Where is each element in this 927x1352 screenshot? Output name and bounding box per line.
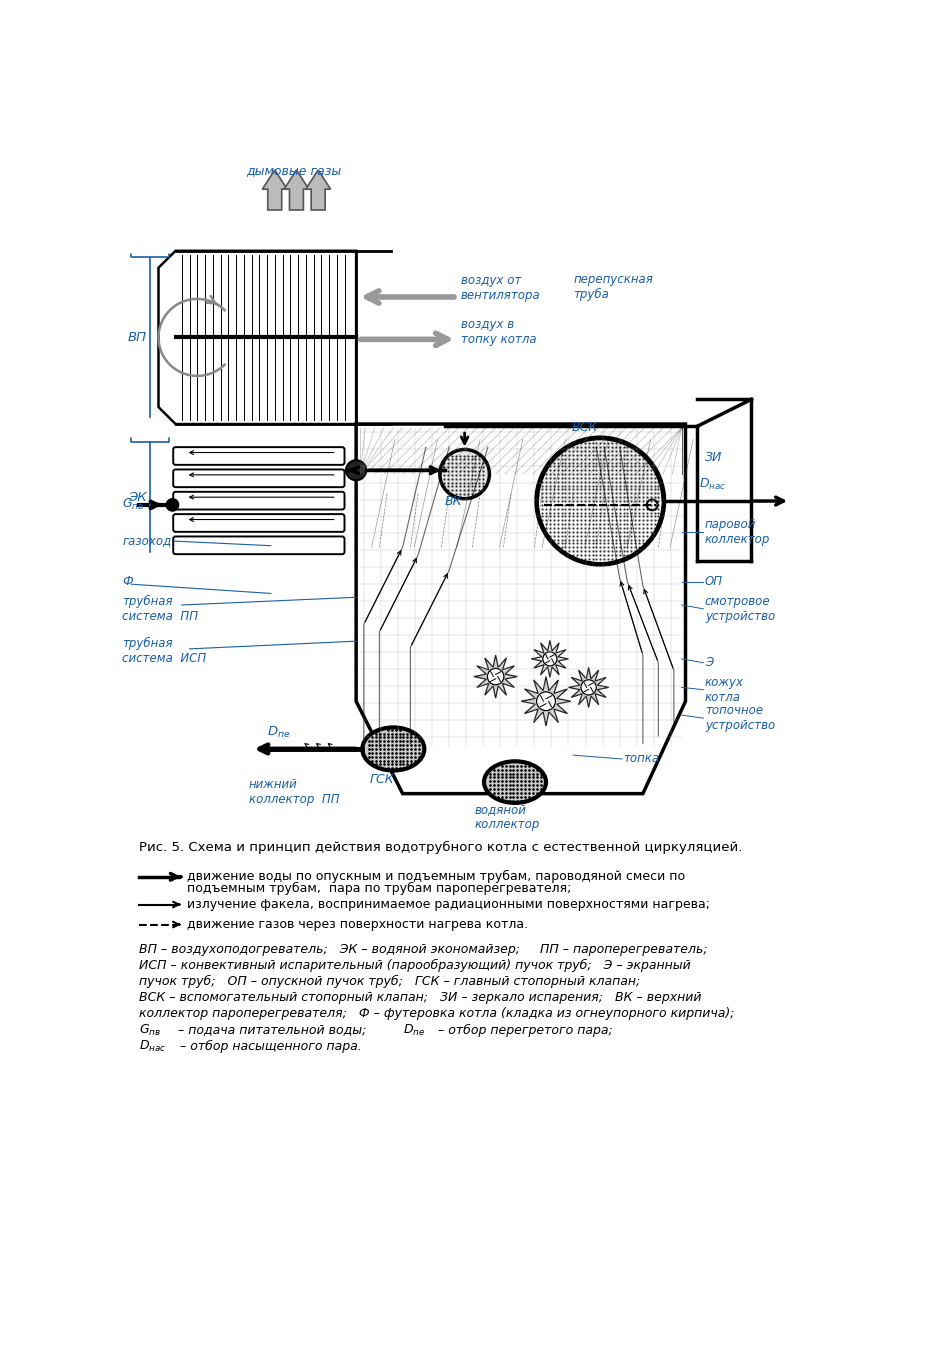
- Text: ИСП – конвективный испарительный (парообразующий) пучок труб;   Э – экранный: ИСП – конвективный испарительный (парооб…: [139, 959, 691, 972]
- Wedge shape: [539, 502, 662, 562]
- Polygon shape: [284, 170, 309, 210]
- Text: водяной
коллектор: водяной коллектор: [475, 803, 540, 830]
- Circle shape: [488, 668, 504, 685]
- Text: ВСК – вспомогательный стопорный клапан;   ЗИ – зеркало испарения;   ВК – верхний: ВСК – вспомогательный стопорный клапан; …: [139, 991, 702, 1005]
- Text: ГСК: ГСК: [369, 773, 394, 787]
- Text: – отбор перегретого пара;: – отбор перегретого пара;: [434, 1023, 613, 1037]
- Text: ОП: ОП: [705, 576, 723, 588]
- FancyBboxPatch shape: [173, 469, 345, 487]
- Circle shape: [439, 449, 489, 499]
- Circle shape: [537, 438, 664, 564]
- Circle shape: [647, 499, 657, 510]
- Ellipse shape: [484, 761, 546, 803]
- Text: движение воды по опускным и подъемным трубам, пароводяной смеси по: движение воды по опускным и подъемным тр…: [187, 871, 685, 883]
- Polygon shape: [531, 641, 568, 677]
- Text: топка: топка: [624, 753, 660, 765]
- Text: $D_{нас}$: $D_{нас}$: [699, 476, 727, 492]
- FancyBboxPatch shape: [173, 492, 345, 510]
- FancyBboxPatch shape: [173, 514, 345, 531]
- FancyBboxPatch shape: [173, 448, 345, 465]
- Text: подъемным трубам,  пара по трубам пароперегревателя;: подъемным трубам, пара по трубам паропер…: [187, 882, 572, 895]
- Text: ВК: ВК: [444, 495, 462, 507]
- Text: пучок труб;   ОП – опускной пучок труб;   ГСК – главный стопорный клапан;: пучок труб; ОП – опускной пучок труб; ГС…: [139, 975, 641, 988]
- Text: воздух в
топку котла: воздух в топку котла: [461, 318, 537, 346]
- Text: паровой
коллектор: паровой коллектор: [705, 518, 770, 546]
- Text: $D_{нас}$: $D_{нас}$: [139, 1038, 167, 1053]
- Text: трубная
система  ИСП: трубная система ИСП: [122, 637, 207, 665]
- Text: ЭК: ЭК: [128, 491, 146, 504]
- Text: ВСК: ВСК: [572, 422, 598, 434]
- Text: $D_{пе}$: $D_{пе}$: [402, 1022, 425, 1037]
- Text: топочное
устройство: топочное устройство: [705, 704, 775, 733]
- Polygon shape: [159, 250, 356, 425]
- Text: – подача питательной воды;: – подача питательной воды;: [174, 1023, 375, 1037]
- Text: ЗИ: ЗИ: [705, 450, 722, 464]
- Text: Э: Э: [705, 656, 713, 669]
- Text: $D_{пе}$: $D_{пе}$: [267, 725, 290, 740]
- Text: смотровое
устройство: смотровое устройство: [705, 595, 775, 623]
- Polygon shape: [474, 654, 517, 698]
- Text: Ф: Ф: [122, 576, 133, 588]
- Text: нижний
коллектор  ПП: нижний коллектор ПП: [248, 779, 339, 806]
- FancyBboxPatch shape: [173, 537, 345, 554]
- Text: Рис. 5. Схема и принцип действия водотрубного котла с естественной циркуляцией.: Рис. 5. Схема и принцип действия водотру…: [139, 841, 743, 854]
- Text: газоход: газоход: [122, 534, 171, 548]
- Text: воздух от
вентилятора: воздух от вентилятора: [461, 273, 540, 301]
- Circle shape: [543, 652, 557, 667]
- Text: дымовые газы: дымовые газы: [247, 165, 342, 177]
- Circle shape: [581, 680, 596, 695]
- Text: излучение факела, воспринимаемое радиационными поверхностями нагрева;: излучение факела, воспринимаемое радиаци…: [187, 898, 710, 911]
- Text: ВП: ВП: [128, 331, 147, 343]
- Circle shape: [537, 692, 555, 711]
- Polygon shape: [306, 170, 331, 210]
- Text: кожух
котла: кожух котла: [705, 676, 743, 703]
- Text: трубная
система  ПП: трубная система ПП: [122, 595, 198, 623]
- Text: перепускная
труба: перепускная труба: [573, 273, 653, 301]
- Ellipse shape: [362, 727, 425, 771]
- Polygon shape: [521, 676, 571, 726]
- Circle shape: [166, 499, 179, 511]
- Text: коллектор пароперегревателя;   Ф – футеровка котла (кладка из огнеупорного кирпи: коллектор пароперегревателя; Ф – футеров…: [139, 1007, 734, 1021]
- Polygon shape: [568, 668, 609, 707]
- Circle shape: [346, 460, 366, 480]
- Text: движение газов через поверхности нагрева котла.: движение газов через поверхности нагрева…: [187, 918, 528, 932]
- Text: $G_{пв}$: $G_{пв}$: [139, 1022, 161, 1037]
- Text: ВП – воздухоподогреватель;   ЭК – водяной экономайзер;     ПП – пароперегревател: ВП – воздухоподогреватель; ЭК – водяной …: [139, 942, 707, 956]
- Text: – отбор насыщенного пара.: – отбор насыщенного пара.: [176, 1040, 362, 1053]
- Text: $G_{пв}$: $G_{пв}$: [122, 496, 145, 511]
- Polygon shape: [262, 170, 287, 210]
